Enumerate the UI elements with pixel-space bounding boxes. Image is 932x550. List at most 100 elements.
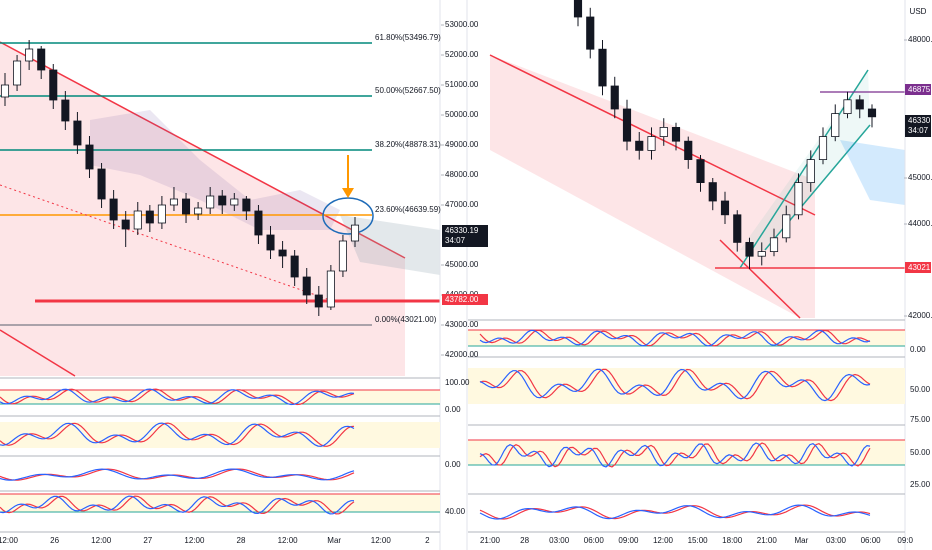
price-tag-label: 46330.19 xyxy=(445,226,479,235)
x-tick-label: 03:00 xyxy=(826,536,847,545)
x-tick-label: 12:00 xyxy=(91,536,112,545)
x-tick-label: 26 xyxy=(50,536,59,545)
cloud xyxy=(90,110,340,230)
candle-body xyxy=(13,60,22,86)
indicator-axis-label: 0.00 xyxy=(910,345,926,354)
x-tick-label: 2 xyxy=(425,536,430,545)
price-tag-label: 46330.19 xyxy=(908,116,932,125)
y-tick-label: 51000.00 xyxy=(445,80,479,89)
x-tick-label: 12:00 xyxy=(0,536,19,545)
fib-label: 38.20%(48878.31) xyxy=(375,140,441,149)
candle-body xyxy=(121,219,130,230)
candle-body xyxy=(182,198,191,215)
candle-body xyxy=(684,140,693,160)
candle-body xyxy=(855,99,864,110)
candle-body xyxy=(242,198,251,212)
candle-body xyxy=(85,144,94,170)
candle-body xyxy=(635,140,644,151)
candle-body xyxy=(37,48,46,71)
fib-label: 0.00%(43021.00) xyxy=(375,315,437,324)
indicator-line xyxy=(0,422,355,447)
indicator-line xyxy=(479,329,871,347)
price-tag-label: 46875.00 xyxy=(908,85,932,94)
x-tick-label: 12:00 xyxy=(278,536,299,545)
indicator-axis-label: 100.00 xyxy=(445,378,470,387)
band xyxy=(468,368,905,404)
indicator-line xyxy=(0,495,354,515)
x-tick-label: Mar xyxy=(327,536,341,545)
candle-body xyxy=(73,120,82,146)
y-tick-label: 48000.00 xyxy=(908,35,932,44)
y-tick-label: 42000.00 xyxy=(445,350,479,359)
x-tick-label: Mar xyxy=(795,536,809,545)
candle-body xyxy=(157,204,166,224)
candle-body xyxy=(769,237,779,253)
candle-body xyxy=(61,99,70,122)
x-tick-label: 09:00 xyxy=(618,536,639,545)
indicator-line xyxy=(0,422,355,447)
x-tick-label: 28 xyxy=(237,536,246,545)
candle-body xyxy=(831,113,840,137)
candle-body xyxy=(867,108,877,118)
candle-body xyxy=(133,210,142,230)
indicator-axis-label: 0.00 xyxy=(445,460,461,469)
indicator-line xyxy=(479,368,871,402)
x-tick-label: 27 xyxy=(143,536,152,545)
cloud xyxy=(840,140,905,205)
x-tick-label: 06:00 xyxy=(584,536,605,545)
y-tick-label: 47000.00 xyxy=(445,200,479,209)
candle-body xyxy=(338,240,347,272)
x-tick-label: 18:00 xyxy=(722,536,743,545)
arrow-head xyxy=(342,188,354,198)
candle-body xyxy=(647,136,656,151)
channel-line xyxy=(489,54,816,216)
candle-body xyxy=(622,108,632,142)
candle-body xyxy=(230,198,239,206)
price-tag-countdown: 34:07 xyxy=(908,126,929,135)
y-tick-label: 52000.00 xyxy=(445,50,479,59)
price-tag-label: 43021.00 xyxy=(908,263,932,272)
candle-body xyxy=(573,0,583,18)
candle-body xyxy=(671,127,681,142)
candle-body xyxy=(720,200,730,216)
price-tag xyxy=(905,262,931,273)
candle-body xyxy=(0,84,10,98)
y-tick-label: 43000.00 xyxy=(445,320,479,329)
candle-body xyxy=(794,182,803,216)
indicator-line xyxy=(479,442,871,468)
trend-line xyxy=(0,184,331,301)
y-tick-label: 49000.00 xyxy=(445,140,479,149)
indicator-panes xyxy=(0,319,905,533)
channel-fill xyxy=(490,55,815,318)
x-tick-label: 28 xyxy=(520,536,529,545)
y-tick-label: 44000.00 xyxy=(908,219,932,228)
y-tick-label: 53000.00 xyxy=(445,20,479,29)
candle-body xyxy=(350,224,360,242)
candle-body xyxy=(806,159,815,184)
x-tick-label: 03:00 xyxy=(549,536,570,545)
indicator-axis-label: 50.00 xyxy=(910,448,931,457)
price-tag xyxy=(442,294,488,305)
candle-body xyxy=(326,270,335,308)
candle-body xyxy=(97,168,106,200)
band xyxy=(468,440,905,465)
candle-body xyxy=(818,136,828,161)
candle-body xyxy=(586,16,595,50)
candle-body xyxy=(782,214,791,239)
y-tick-label: 48000.00 xyxy=(445,170,479,179)
y-tick-label: 45000.00 xyxy=(908,173,932,182)
indicator-line xyxy=(479,504,871,520)
x-tick-label: 09:0 xyxy=(897,536,913,545)
band xyxy=(0,422,440,448)
x-tick-label: 12:00 xyxy=(653,536,674,545)
candle-body xyxy=(314,294,323,308)
candle-body xyxy=(169,198,178,206)
candle-body xyxy=(206,195,215,209)
indicator-axis-label: 40.00 xyxy=(445,507,466,516)
candle-body xyxy=(696,159,705,184)
x-tick-label: 21:00 xyxy=(480,536,501,545)
indicator-axis-label: 25.00 xyxy=(910,480,931,489)
indicator-line xyxy=(0,468,355,481)
indicator-line xyxy=(479,442,871,468)
y-tick-label: 50000.00 xyxy=(445,110,479,119)
